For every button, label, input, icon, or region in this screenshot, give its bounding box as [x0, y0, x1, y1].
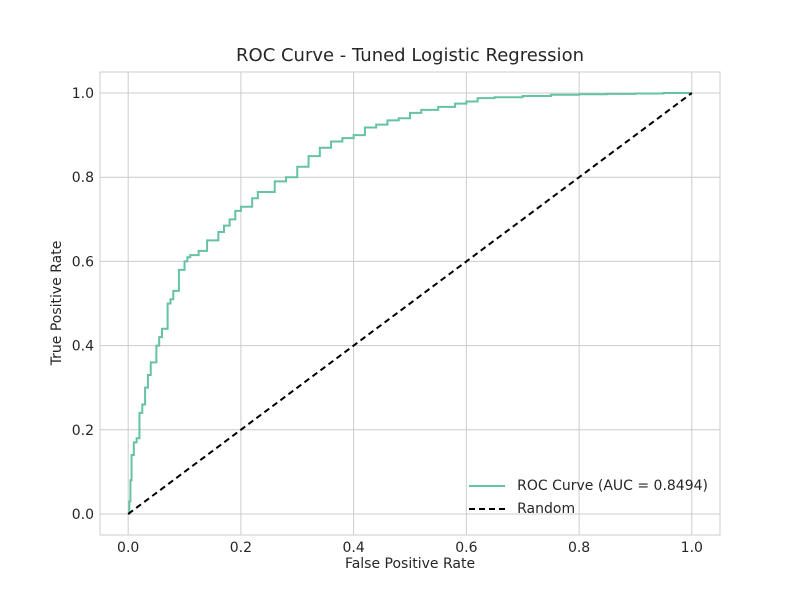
x-tick-labels: 0.0 0.2 0.4 0.6 0.8 1.0	[117, 540, 703, 556]
x-tick-label: 0.6	[455, 540, 477, 556]
legend: ROC Curve (AUC = 0.8494) Random	[469, 474, 708, 520]
legend-item-random: Random	[469, 497, 708, 520]
y-tick-label: 0.4	[72, 339, 94, 355]
axes-frame	[99, 71, 721, 536]
x-tick-label: 0.4	[343, 540, 365, 556]
x-tick-label: 0.0	[117, 540, 139, 556]
x-tick-label: 0.8	[568, 540, 590, 556]
y-axis-label: True Positive Rate	[49, 240, 65, 366]
y-tick-label: 0.6	[72, 254, 94, 270]
chart-title: ROC Curve - Tuned Logistic Regression	[236, 45, 584, 66]
roc-curve-line	[128, 92, 692, 515]
legend-label-random: Random	[517, 500, 576, 517]
legend-swatch-random	[469, 507, 506, 510]
random-baseline-line	[127, 92, 693, 515]
grid-lines	[100, 72, 720, 535]
x-tick-label: 1.0	[681, 540, 703, 556]
y-tick-label: 1.0	[72, 86, 94, 102]
x-tick-label: 0.2	[230, 540, 252, 556]
legend-swatch-roc	[469, 484, 506, 487]
legend-item-roc: ROC Curve (AUC = 0.8494)	[469, 474, 708, 497]
x-axis-label: False Positive Rate	[344, 556, 476, 572]
y-tick-labels: 0.0 0.2 0.4 0.6 0.8 1.0	[72, 86, 94, 523]
y-tick-label: 0.0	[72, 507, 94, 523]
series-lines	[127, 92, 693, 515]
y-tick-label: 0.8	[72, 170, 94, 186]
legend-label-roc: ROC Curve (AUC = 0.8494)	[517, 477, 708, 494]
y-tick-label: 0.2	[72, 423, 94, 439]
